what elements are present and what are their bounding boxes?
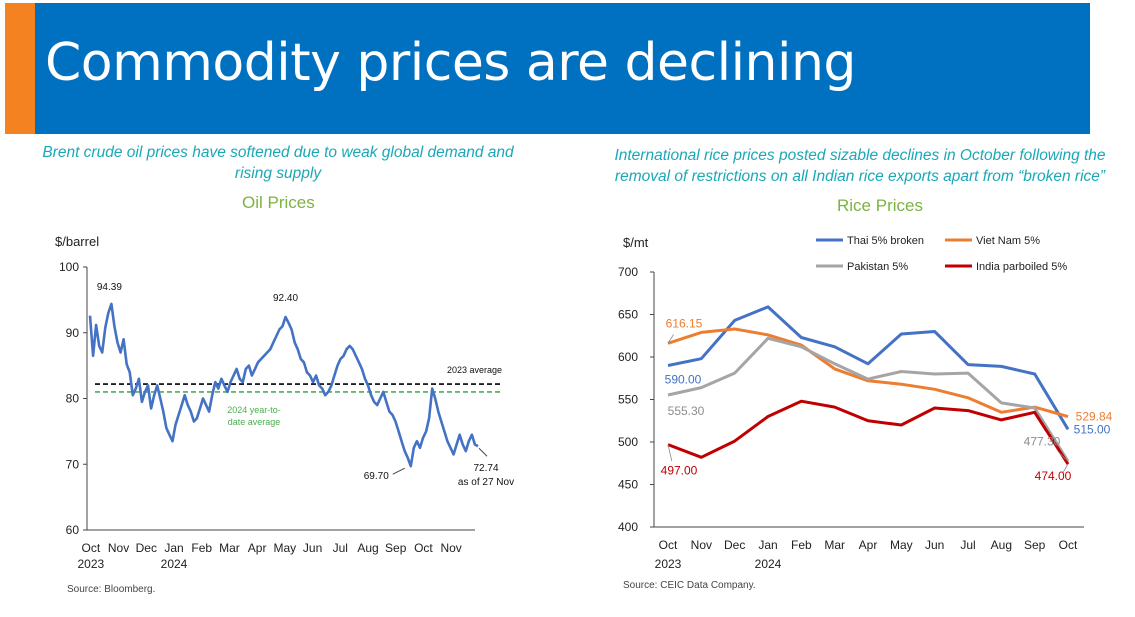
- oil-latest-note: as of 27 Nov: [458, 477, 514, 488]
- rice-legend-label: Thai 5% broken: [847, 235, 924, 247]
- oil-latest-label: 72.74: [473, 463, 498, 474]
- rice-y-tick-label: 550: [618, 393, 638, 407]
- oil-2024-ytd-label-line2: date average: [228, 417, 281, 427]
- oil-latest-leader: [478, 447, 488, 457]
- oil-x-tick-label: Sep: [385, 541, 407, 555]
- rice-x-tick-label: Jun: [925, 538, 944, 552]
- oil-x-tick-label: Jan: [164, 541, 183, 555]
- oil-x-tick-label: Jun: [303, 541, 322, 555]
- rice-data-label: 616.15: [666, 316, 703, 330]
- rice-label-leader: [1058, 452, 1069, 462]
- oil-source-note: Source: Bloomberg.: [67, 584, 156, 595]
- oil-y-tick-label: 80: [66, 392, 80, 406]
- rice-source-note: Source: CEIC Data Company.: [623, 580, 756, 591]
- rice-x-tick-label: Oct: [659, 538, 678, 552]
- rice-label-leader: [667, 444, 673, 462]
- rice-legend-label: India parboiled 5%: [976, 261, 1067, 273]
- oil-x-year-label: 2023: [78, 557, 105, 571]
- rice-series-line: [667, 305, 1070, 431]
- rice-data-label: 497.00: [661, 464, 698, 478]
- rice-x-tick-label: Jul: [960, 538, 975, 552]
- oil-x-tick-label: Mar: [219, 541, 240, 555]
- rice-x-tick-label: May: [890, 538, 913, 552]
- rice-legend-label: Pakistan 5%: [847, 261, 908, 273]
- rice-data-label: 555.30: [668, 404, 705, 418]
- oil-2023-average-label: 2023 average: [447, 365, 502, 375]
- oil-y-tick-label: 70: [66, 457, 80, 471]
- oil-x-year-label: 2024: [161, 557, 188, 571]
- rice-series-line: [667, 327, 1069, 419]
- rice-x-tick-label: Apr: [859, 538, 878, 552]
- rice-y-axis-unit: $/mt: [623, 235, 649, 250]
- rice-series-line: [667, 399, 1070, 465]
- oil-x-tick-label: Oct: [82, 541, 101, 555]
- oil-chart-title: Oil Prices: [242, 193, 315, 212]
- rice-x-tick-label: Aug: [991, 538, 1012, 552]
- rice-data-label: 474.00: [1035, 469, 1072, 483]
- oil-may-peak-label: 92.40: [273, 293, 298, 304]
- oil-x-tick-label: Nov: [440, 541, 461, 555]
- oil-2024-ytd-label-line1: 2024 year-to-: [227, 405, 281, 415]
- rice-x-tick-label: Jan: [758, 538, 777, 552]
- rice-y-tick-label: 700: [618, 265, 638, 279]
- rice-data-label: 477.30: [1024, 434, 1061, 448]
- oil-x-tick-label: Aug: [357, 541, 378, 555]
- title-banner: Commodity prices are declining: [35, 3, 1090, 134]
- rice-x-tick-label: Mar: [824, 538, 845, 552]
- rice-y-tick-label: 500: [618, 435, 638, 449]
- rice-y-tick-label: 400: [618, 520, 638, 534]
- oil-x-tick-label: Feb: [191, 541, 212, 555]
- rice-data-label: 590.00: [665, 373, 702, 387]
- rice-x-tick-label: Dec: [724, 538, 745, 552]
- rice-y-tick-label: 450: [618, 478, 638, 492]
- rice-label-leader: [1062, 463, 1069, 474]
- oil-x-tick-label: Nov: [108, 541, 129, 555]
- oil-peak-label: 94.39: [97, 282, 122, 293]
- rice-data-label: 515.00: [1074, 422, 1111, 436]
- rice-x-tick-label: Oct: [1059, 538, 1078, 552]
- banner-accent-bar: [5, 3, 35, 134]
- oil-low-label: 69.70: [364, 471, 389, 482]
- page-title: Commodity prices are declining: [45, 33, 856, 93]
- oil-y-tick-label: 90: [66, 326, 80, 340]
- oil-subtitle: Brent crude oil prices have softened due…: [42, 144, 514, 182]
- oil-x-tick-label: May: [274, 541, 297, 555]
- oil-price-line: [88, 302, 479, 468]
- rice-y-tick-label: 650: [618, 308, 638, 322]
- rice-chart-title: Rice Prices: [837, 196, 923, 215]
- rice-x-tick-label: Nov: [691, 538, 712, 552]
- rice-x-year-label: 2024: [755, 557, 782, 571]
- oil-y-tick-label: 60: [66, 523, 80, 537]
- oil-x-tick-label: Dec: [136, 541, 157, 555]
- oil-y-axis-unit: $/barrel: [55, 234, 99, 249]
- oil-low-leader: [392, 467, 406, 475]
- rice-x-year-label: 2023: [655, 557, 682, 571]
- rice-series-line: [667, 336, 1070, 463]
- rice-x-tick-label: Sep: [1024, 538, 1046, 552]
- rice-data-label: 529.84: [1076, 410, 1113, 424]
- oil-x-tick-label: Apr: [248, 541, 267, 555]
- rice-x-tick-label: Feb: [791, 538, 812, 552]
- oil-x-tick-label: Oct: [414, 541, 433, 555]
- oil-x-tick-label: Jul: [333, 541, 348, 555]
- oil-y-tick-label: 100: [59, 260, 79, 274]
- rice-subtitle: International rice prices posted sizable…: [614, 147, 1106, 185]
- rice-legend-label: Viet Nam 5%: [976, 235, 1040, 247]
- rice-label-leader: [667, 334, 674, 344]
- rice-y-tick-label: 600: [618, 350, 638, 364]
